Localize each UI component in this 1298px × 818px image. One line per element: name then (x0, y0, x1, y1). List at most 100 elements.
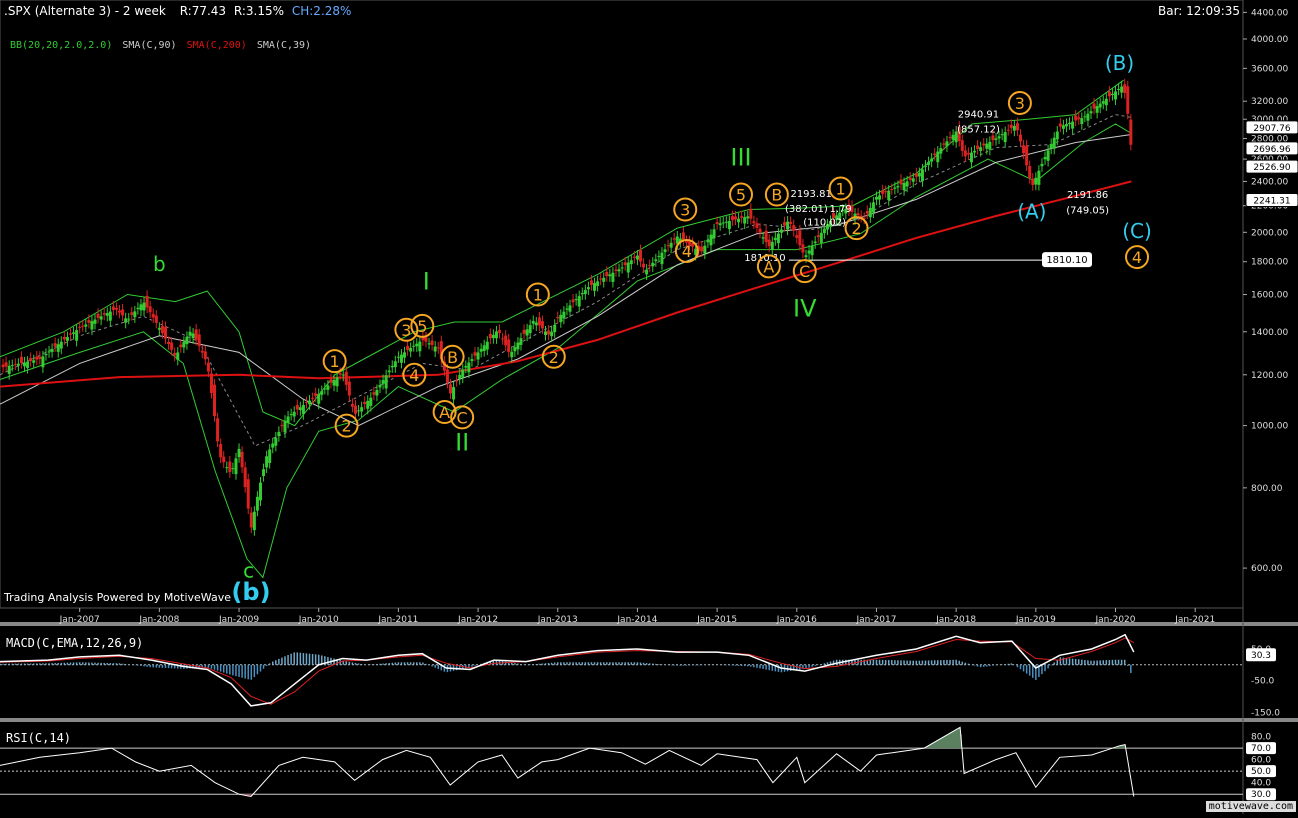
candle-body (1074, 115, 1078, 121)
candle-body (90, 321, 94, 330)
candle-body (660, 252, 664, 265)
r-value: R:77.43 (179, 4, 227, 18)
candle-body (973, 150, 977, 153)
wave-circle (844, 216, 869, 241)
candle-body (911, 178, 915, 182)
wave-count-circle: A (432, 400, 457, 425)
candle-body (547, 330, 551, 335)
candle-body (963, 150, 967, 157)
candle-body (68, 333, 72, 335)
candle-body (390, 365, 394, 368)
candle-body (580, 293, 584, 295)
x-tick-label: Jan-2015 (696, 615, 737, 625)
wave-count-circle: B (440, 344, 465, 369)
wave-count-circle: 1 (322, 349, 347, 374)
candle-body (344, 371, 348, 385)
candle-body (988, 141, 992, 150)
candle-body (461, 369, 465, 378)
candle-body (476, 352, 480, 360)
candle-body (985, 143, 989, 149)
candle-body (19, 356, 23, 364)
candle-body (448, 384, 452, 394)
wave-circle (450, 405, 475, 430)
candle-body (1129, 119, 1133, 145)
candle-body (99, 316, 103, 320)
candle-body (430, 340, 434, 345)
candle-body (813, 241, 817, 244)
candle-body (510, 351, 514, 358)
candle-body (718, 223, 722, 226)
candle-body (645, 269, 649, 275)
candle-body (335, 377, 339, 387)
wave-count-circle: 3 (673, 197, 698, 222)
price-annotation: (110.02) (803, 217, 846, 228)
candle-body (409, 347, 413, 352)
candle-body (176, 352, 180, 360)
rsi-y-tick-label: 60.0 (1251, 756, 1271, 766)
candle-body (1077, 117, 1081, 120)
y-tick-label: 3200.00 (1251, 97, 1288, 107)
candle-body (715, 222, 719, 225)
price-label-text: 2241.31 (1253, 197, 1290, 207)
candle-body (93, 319, 97, 324)
y-tick-label: 4000.00 (1251, 35, 1288, 45)
candle-body (1000, 134, 1004, 136)
candle-body (737, 218, 741, 223)
candle-body (939, 148, 943, 154)
candle-body (522, 329, 526, 334)
candle-body (59, 341, 63, 349)
candle-body (1031, 178, 1035, 186)
credit-text: Trading Analysis Powered by MotiveWave (4, 591, 231, 604)
candle-body (810, 246, 814, 256)
r-percent: R:3.15% (233, 4, 285, 18)
candle-body (991, 135, 995, 141)
candle-body (375, 389, 379, 396)
candle-body (648, 265, 652, 267)
candle-body (403, 352, 407, 358)
wave-circle-label: C (457, 408, 468, 427)
wave-circle-label: 5 (417, 317, 427, 336)
candle-body (859, 215, 863, 217)
candle-body (565, 308, 569, 310)
wave-count-circle: C (792, 259, 817, 284)
wave-circle-label: 2 (549, 348, 559, 367)
candle-body (219, 444, 223, 458)
candle-body (1006, 129, 1010, 131)
header-bar: .SPX (Alternate 3) - 2 week R:77.43 R:3.… (4, 4, 351, 18)
candle-body (504, 335, 508, 346)
candle-body (338, 373, 342, 375)
candle-body (844, 208, 848, 214)
candle-body (574, 299, 578, 301)
candle-body (1110, 93, 1114, 96)
wave-label: (b) (231, 578, 270, 606)
candle-body (819, 232, 823, 243)
candle-body (384, 375, 388, 389)
wave-count-circle: 3 (394, 317, 419, 342)
wave-label: b (153, 252, 166, 276)
candle-body (295, 405, 299, 410)
y-tick-label: 800.00 (1251, 484, 1283, 494)
candle-body (145, 295, 149, 308)
candle-body (847, 204, 851, 211)
candle-body (314, 393, 318, 397)
candle-body (142, 302, 146, 311)
candle-body (246, 479, 250, 509)
x-tick-label: Jan-2016 (776, 615, 817, 625)
candle-body (494, 331, 498, 339)
candle-body (516, 342, 520, 350)
macd-value-label: 30.3 (1251, 651, 1271, 661)
candle-body (47, 351, 51, 353)
price-annotation: (382.01) (785, 204, 828, 215)
candle-body (957, 126, 961, 142)
candle-body (1003, 132, 1007, 143)
candle-body (917, 173, 921, 177)
wave-circle (828, 176, 853, 201)
candle-body (881, 190, 885, 194)
candle-body (639, 250, 643, 262)
candle-body (1046, 150, 1050, 161)
candle-body (1123, 84, 1127, 93)
wave-circle (525, 282, 550, 307)
wave-label: IV (793, 294, 817, 322)
candle-body (1012, 125, 1016, 131)
price-label-text: 2696.96 (1253, 145, 1290, 155)
